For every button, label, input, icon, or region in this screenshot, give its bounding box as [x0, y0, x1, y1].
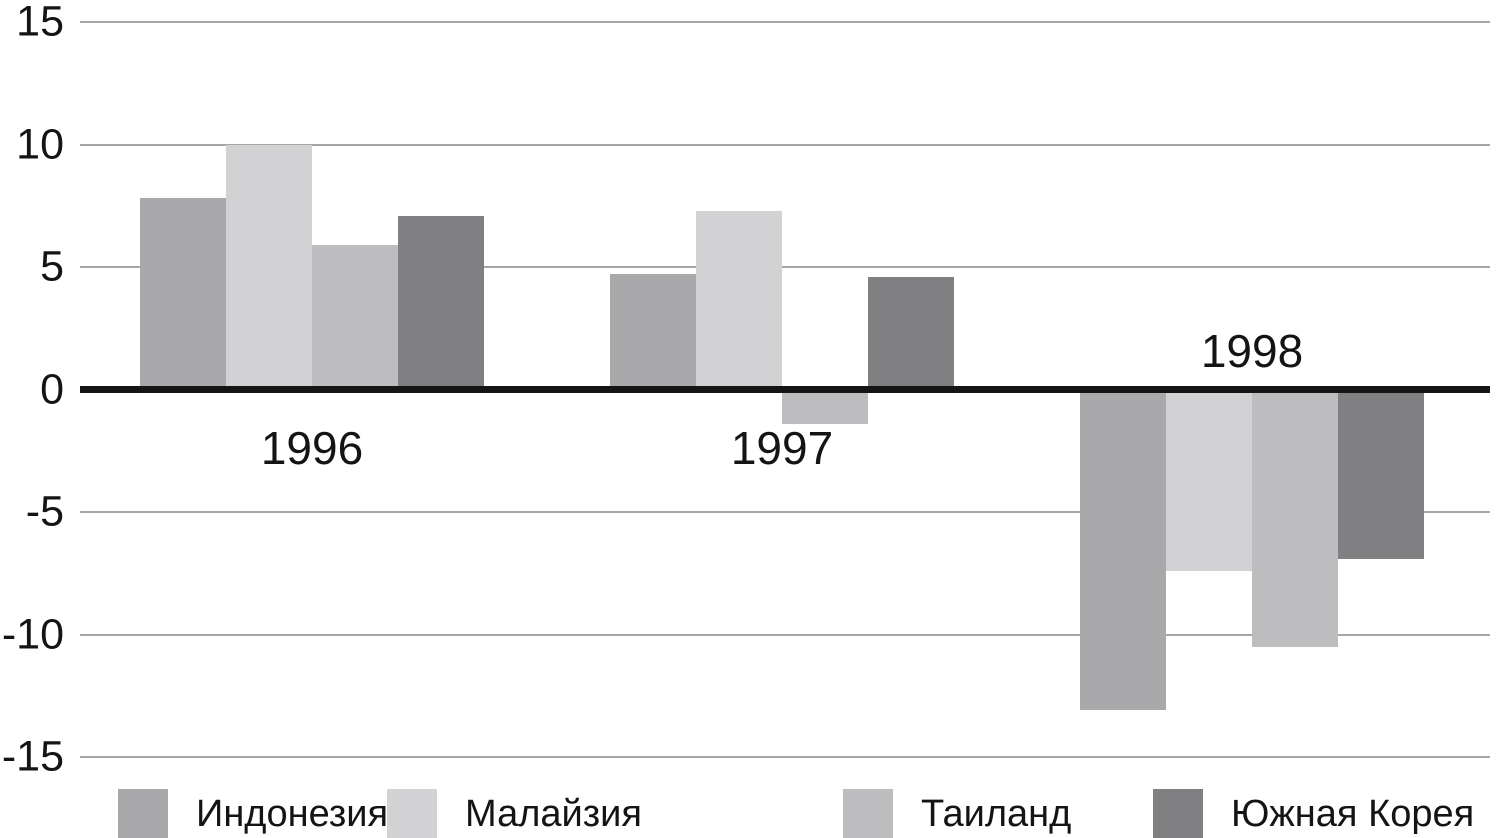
y-axis-tick-label-5: 5 — [40, 242, 64, 291]
bar-thailand-1996 — [312, 244, 398, 390]
legend-item-malaysia: Малайзия — [387, 789, 642, 838]
gridline--15 — [80, 756, 1490, 758]
legend-label-thailand: Таиланд — [921, 793, 1072, 835]
bar-thailand-1997 — [782, 389, 868, 424]
legend-swatch-malaysia — [387, 789, 437, 838]
legend-label-south-korea: Южная Корея — [1231, 793, 1475, 835]
bar-south-korea-1997 — [868, 276, 954, 390]
zero-axis-line — [80, 386, 1490, 393]
y-axis-tick-label--5: -5 — [25, 487, 64, 536]
legend-item-thailand: Таиланд — [843, 789, 1071, 838]
y-axis-tick-label--10: -10 — [1, 610, 64, 658]
bar-south-korea-1996 — [398, 215, 484, 390]
y-axis-tick-label--15: -15 — [1, 732, 64, 781]
legend-swatch-south-korea — [1153, 789, 1203, 838]
bar-malaysia-1996 — [226, 144, 312, 390]
gridline--5 — [80, 511, 1490, 513]
legend-label-indonesia: Индонезия — [196, 793, 389, 835]
legend-swatch-thailand — [843, 789, 893, 838]
bar-thailand-1998 — [1252, 389, 1338, 647]
gridline-5 — [80, 266, 1490, 268]
bar-malaysia-1997 — [696, 210, 782, 390]
bar-indonesia-1996 — [140, 198, 226, 390]
y-axis-tick-label-0: 0 — [40, 365, 64, 413]
chart-legend: Индонезия Малайзия Таиланд Южная Корея — [0, 789, 1512, 838]
bar-malaysia-1998 — [1166, 389, 1252, 571]
gridline-15 — [80, 21, 1490, 23]
legend-item-indonesia: Индонезия — [118, 789, 388, 838]
y-axis-tick-label-10: 10 — [16, 120, 64, 168]
bar-indonesia-1997 — [610, 274, 696, 390]
bar-south-korea-1998 — [1338, 389, 1424, 559]
legend-label-malaysia: Малайзия — [465, 793, 642, 835]
legend-swatch-indonesia — [118, 789, 168, 838]
gridline-10 — [80, 143, 1490, 146]
gridline--10 — [80, 633, 1490, 636]
category-label-1996: 1996 — [260, 421, 364, 474]
legend-item-south-korea: Южная Корея — [1153, 789, 1474, 838]
y-axis-tick-label-15: 15 — [16, 0, 64, 46]
category-label-1997: 1997 — [730, 421, 834, 474]
bar-indonesia-1998 — [1080, 389, 1166, 711]
category-label-1998: 1998 — [1200, 324, 1304, 377]
